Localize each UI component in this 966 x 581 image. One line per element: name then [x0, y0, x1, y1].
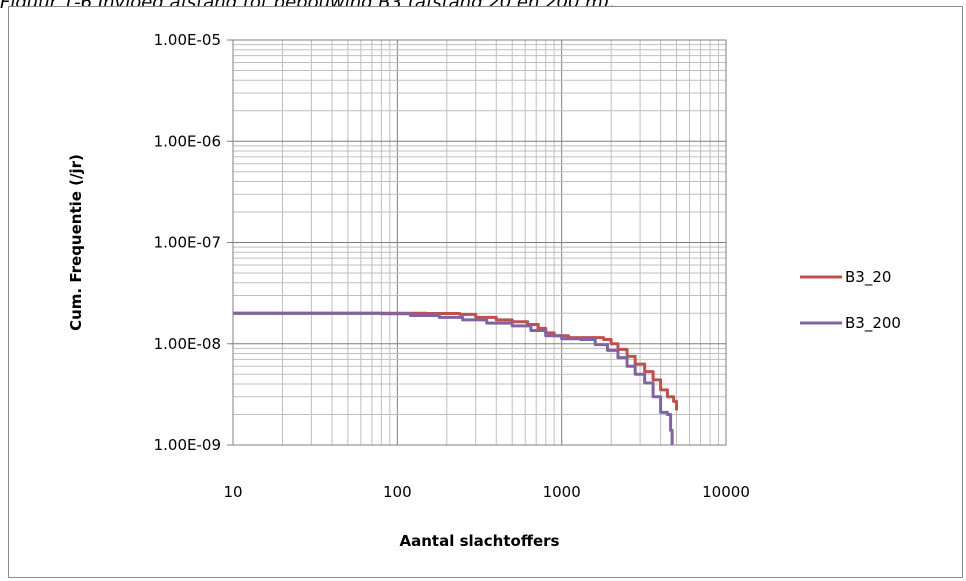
chart-frame [8, 6, 963, 578]
x-tick-label: 1000 [543, 483, 581, 501]
x-tick-labels: 10 100 1000 10000 [223, 483, 749, 501]
y-tick-labels: 1.00E-09 1.00E-08 1.00E-07 1.00E-06 1.00E-05 [154, 31, 221, 454]
legend-label: B3_200 [845, 314, 901, 333]
y-tick-label: 1.00E-08 [154, 335, 221, 353]
x-tick-label: 10000 [702, 483, 750, 501]
x-tick-label: 10 [223, 483, 242, 501]
legend: B3_20 B3_200 [800, 268, 901, 333]
series-line-b3-200 [233, 311, 674, 445]
plot-border [232, 39, 727, 446]
series-layer [233, 311, 679, 445]
y-tick-label: 1.00E-05 [154, 31, 221, 49]
series-line-b3-20 [233, 311, 679, 411]
y-tick-label: 1.00E-06 [154, 132, 221, 150]
x-tick-label: 100 [383, 483, 412, 501]
legend-label: B3_20 [845, 268, 891, 287]
y-tick-label: 1.00E-07 [154, 234, 221, 252]
x-axis-title: Aantal slachtoffers [400, 532, 560, 550]
y-axis-title: Cum. Frequentie (/jr) [67, 154, 85, 331]
y-tick-label: 1.00E-09 [154, 436, 221, 454]
